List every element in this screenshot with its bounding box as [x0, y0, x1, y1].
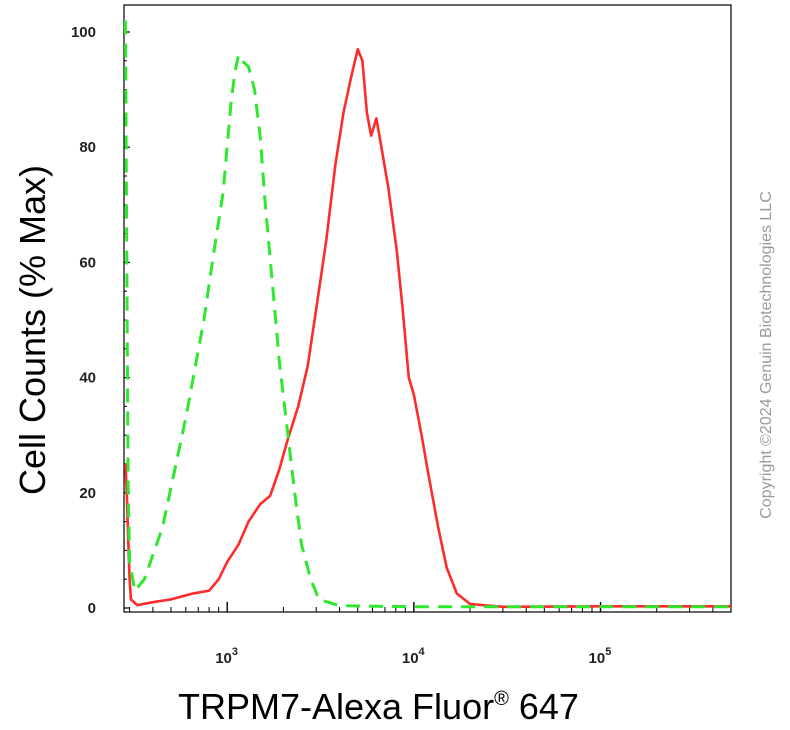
y-tick-label: 60 [79, 254, 96, 271]
plot-frame [123, 4, 732, 613]
x-axis-title-superscript: ® [494, 688, 509, 710]
x-tick-exponent: 5 [605, 646, 611, 658]
y-axis-ticks: 0 20 40 60 80 100 [71, 24, 130, 617]
x-tick-label: 104 [402, 646, 426, 667]
x-axis-title-suffix: 647 [509, 686, 579, 727]
x-tick-exponent: 4 [419, 646, 426, 658]
x-axis-title-main: TRPM7-Alexa Fluor [178, 686, 494, 727]
y-axis-title: Cell Counts (% Max) [12, 165, 53, 495]
copyright-watermark: Copyright ©2024 Genuin Biotechnologies L… [758, 191, 775, 519]
y-tick-label: 20 [79, 485, 96, 502]
y-tick-label: 100 [71, 24, 96, 41]
y-tick-label: 40 [79, 370, 96, 387]
x-axis-title: TRPM7-Alexa Fluor® 647 [178, 686, 579, 727]
x-tick-base: 10 [215, 650, 232, 667]
x-tick-base: 10 [589, 650, 606, 667]
y-tick-label: 80 [79, 139, 96, 156]
x-tick-base: 10 [402, 650, 419, 667]
series-line-dashed [123, 20, 731, 609]
series-line-solid [124, 48, 731, 609]
x-tick-exponent: 3 [232, 646, 238, 658]
y-tick-label: 0 [88, 600, 96, 617]
x-tick-label: 105 [589, 646, 612, 667]
series-group [123, 20, 731, 609]
x-tick-label: 103 [215, 646, 238, 667]
